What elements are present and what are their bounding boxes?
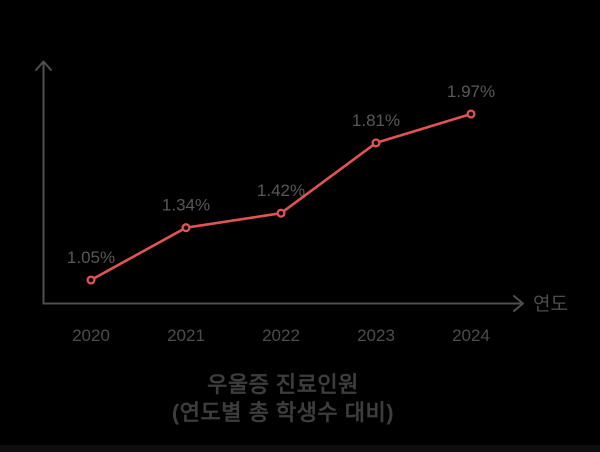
data-point-label: 1.81% (352, 111, 400, 130)
data-point-label: 1.42% (257, 181, 305, 200)
bottom-band (0, 445, 600, 452)
x-tick-label: 2020 (72, 326, 110, 345)
y-axis-arrow-icon (35, 60, 52, 71)
chart-title-line1: 우울증 진료인원 (207, 372, 359, 397)
data-point-marker (86, 275, 96, 285)
data-point-marker (181, 223, 191, 233)
x-tick-label: 2021 (167, 326, 205, 345)
y-axis (35, 60, 52, 305)
data-point-marker (276, 208, 286, 218)
data-point-marker (371, 138, 381, 148)
x-tick-label: 2024 (452, 326, 490, 345)
data-point-marker (466, 109, 476, 119)
x-tick-label: 2022 (262, 326, 300, 345)
x-axis-label: 연도 (533, 293, 568, 315)
data-point-label: 1.05% (67, 248, 115, 267)
chart-title-line2: (연도별 총 학생수 대비) (171, 400, 395, 425)
x-axis-arrow-icon (513, 295, 524, 312)
data-point-label: 1.34% (162, 196, 210, 215)
x-axis (42, 295, 524, 312)
x-tick-label: 2023 (357, 326, 395, 345)
data-point-label: 1.97% (447, 82, 495, 101)
data-series: 1.05% 2020 1.34% 2021 1.42% 2022 1.81% 2023 1.97… (67, 82, 495, 345)
chart-title: 우울증 진료인원 (연도별 총 학생수 대비) (0, 371, 566, 427)
